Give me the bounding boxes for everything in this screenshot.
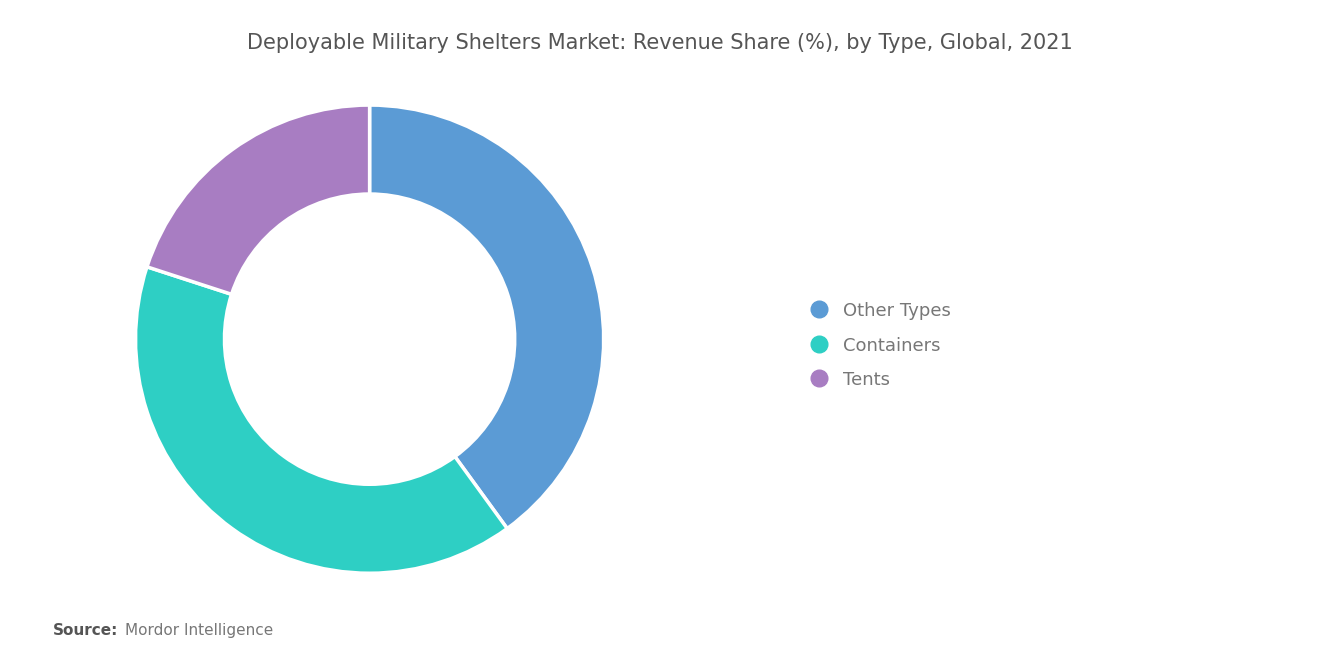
- Wedge shape: [136, 267, 507, 573]
- Text: Mordor Intelligence: Mordor Intelligence: [125, 623, 273, 638]
- Wedge shape: [370, 105, 603, 529]
- Text: Deployable Military Shelters Market: Revenue Share (%), by Type, Global, 2021: Deployable Military Shelters Market: Rev…: [247, 33, 1073, 53]
- Text: Source:: Source:: [53, 623, 119, 638]
- Legend: Other Types, Containers, Tents: Other Types, Containers, Tents: [801, 293, 960, 398]
- Wedge shape: [147, 105, 370, 295]
